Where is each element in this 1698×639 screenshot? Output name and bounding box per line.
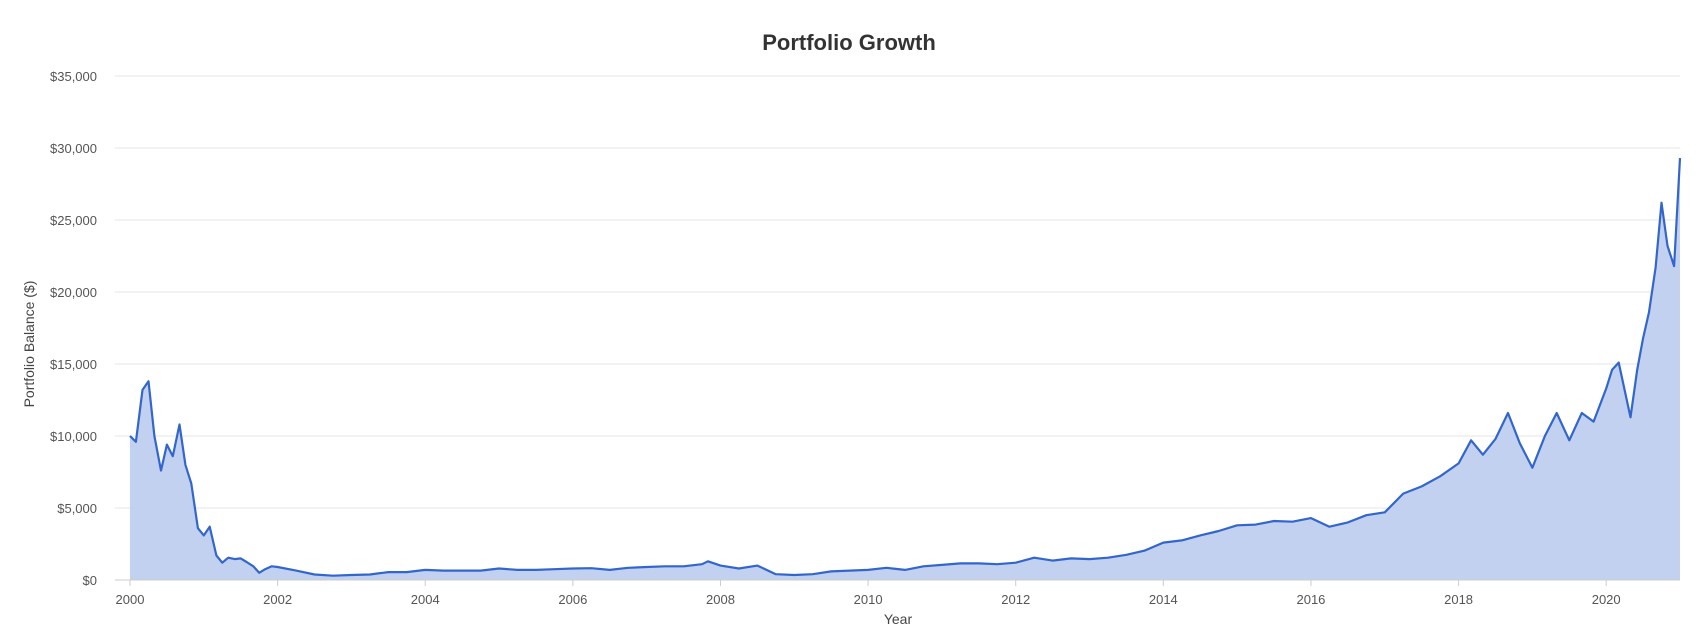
chart-title: Portfolio Growth <box>762 30 936 55</box>
series-area <box>130 158 1680 580</box>
x-tick-label: 2014 <box>1149 592 1178 607</box>
y-tick-label: $25,000 <box>50 213 97 228</box>
y-tick-label: $30,000 <box>50 141 97 156</box>
x-tick-label: 2020 <box>1592 592 1621 607</box>
x-tick-label: 2002 <box>263 592 292 607</box>
y-tick-label: $0 <box>83 573 97 588</box>
x-tick-label: 2000 <box>116 592 145 607</box>
y-tick-label: $20,000 <box>50 285 97 300</box>
x-tick-label: 2016 <box>1296 592 1325 607</box>
x-tick-label: 2012 <box>1001 592 1030 607</box>
y-axis-ticks: $0 $5,000 $10,000 $15,000 $20,000 $25,000 $30,… <box>50 69 97 588</box>
y-tick-label: $15,000 <box>50 357 97 372</box>
x-axis-label: Year <box>884 611 913 627</box>
x-tick-label: 2008 <box>706 592 735 607</box>
y-tick-label: $5,000 <box>57 501 97 516</box>
x-tick-label: 2004 <box>411 592 440 607</box>
x-tick-label: 2010 <box>854 592 883 607</box>
series-line <box>129 158 1682 577</box>
y-tick-label: $10,000 <box>50 429 97 444</box>
x-tick-label: 2018 <box>1444 592 1473 607</box>
y-axis-label: Portfolio Balance ($) <box>21 281 37 408</box>
grid-lines <box>115 75 1680 509</box>
y-tick-label: $35,000 <box>50 69 97 84</box>
x-tick-label: 2006 <box>558 592 587 607</box>
x-axis-ticks: 2000 2002 2004 2006 2008 2010 2012 2014 2016 2018… <box>116 580 1621 607</box>
